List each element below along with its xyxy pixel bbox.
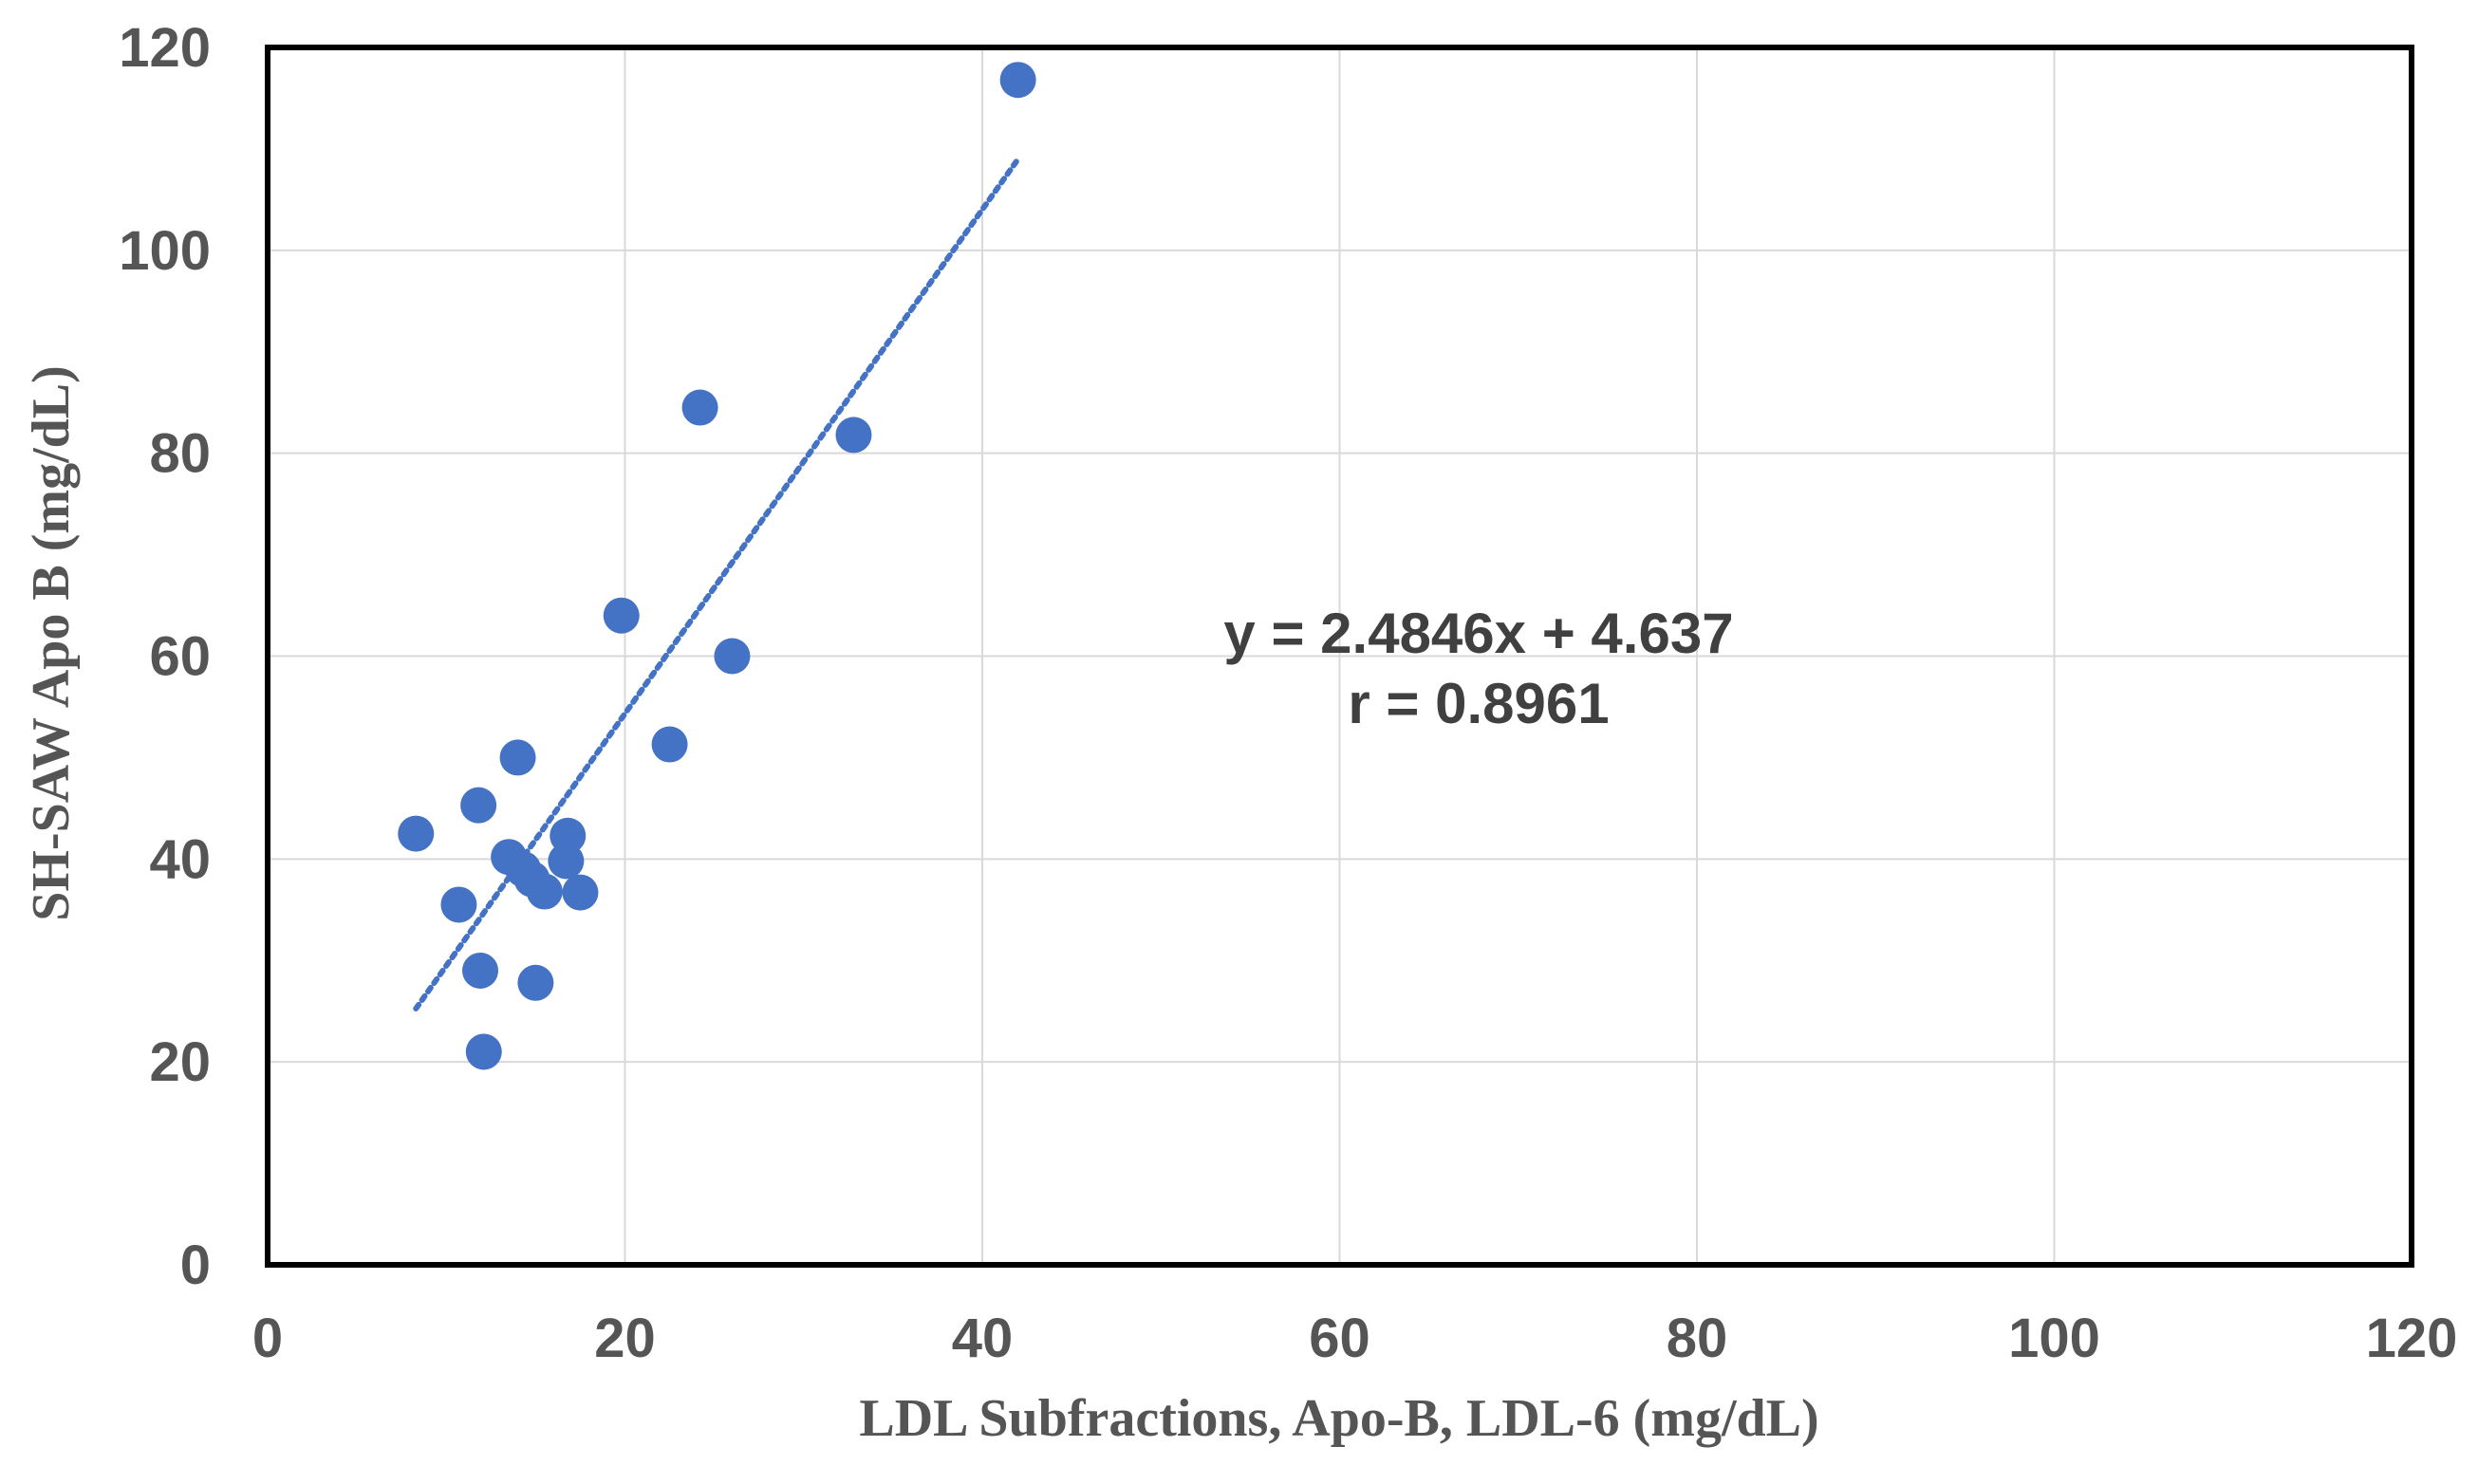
y-tick-label: 80	[149, 423, 211, 485]
x-axis-ticks: 0 20 40 60 80 100 120	[252, 1308, 2458, 1369]
data-point	[460, 787, 497, 824]
y-tick-label: 0	[180, 1234, 211, 1296]
x-tick-label: 100	[2008, 1308, 2100, 1369]
plot-frame	[265, 45, 2414, 1268]
data-point	[526, 873, 563, 910]
data-point	[714, 638, 751, 675]
data-point	[398, 815, 435, 852]
y-axis-title: SH-SAW Apo B (mg/dL)	[22, 365, 81, 921]
data-point	[462, 952, 499, 989]
y-tick-label: 100	[119, 220, 211, 282]
trendline-group	[413, 156, 1021, 1011]
data-point	[681, 389, 718, 426]
regression-equation: y = 2.4846x + 4.637	[1223, 602, 1733, 665]
data-point	[440, 886, 477, 923]
x-tick-label: 40	[952, 1308, 1014, 1369]
y-tick-label: 40	[149, 828, 211, 890]
trendline	[413, 156, 1021, 1011]
data-point	[603, 597, 640, 634]
data-point	[548, 843, 585, 880]
data-point	[499, 739, 536, 776]
correlation-coefficient: r = 0.8961	[1348, 672, 1609, 735]
x-axis-title: LDL Subfractions, Apo-B, LDL-6 (mg/dL)	[859, 1389, 1818, 1448]
x-tick-label: 60	[1309, 1308, 1370, 1369]
data-points	[398, 62, 1036, 1070]
x-tick-label: 20	[594, 1308, 656, 1369]
x-tick-label: 80	[1667, 1308, 1728, 1369]
data-point	[999, 62, 1036, 99]
y-tick-label: 120	[119, 17, 211, 79]
x-tick-label: 120	[2366, 1308, 2458, 1369]
y-tick-label: 20	[149, 1031, 211, 1093]
data-point	[562, 874, 599, 911]
x-tick-label: 0	[252, 1308, 283, 1369]
data-point	[465, 1033, 502, 1070]
data-point	[651, 726, 688, 763]
grid	[268, 47, 2412, 1265]
y-tick-label: 60	[149, 626, 211, 688]
y-axis-ticks: 0 20 40 60 80 100 120	[119, 17, 211, 1296]
data-point	[517, 964, 554, 1001]
data-point	[835, 417, 872, 454]
